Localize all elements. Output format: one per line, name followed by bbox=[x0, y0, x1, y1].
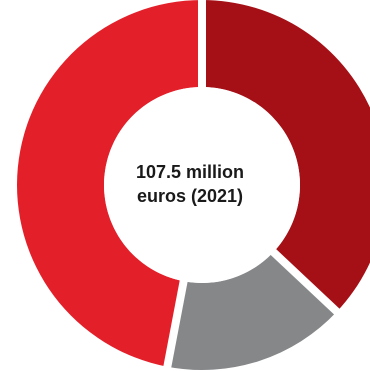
center-label-line-1: 107.5 million bbox=[135, 162, 245, 182]
donut-slice-2 bbox=[167, 252, 337, 370]
slice-separator-3 bbox=[162, 278, 188, 371]
donut-slices bbox=[16, 0, 370, 371]
center-label-line-2: euros (2021) bbox=[136, 186, 244, 206]
donut-slice-3 bbox=[16, 0, 202, 367]
donut-hole bbox=[104, 87, 300, 283]
donut-slice-1 bbox=[202, 0, 370, 312]
center-label: 107.5 million euros (2021) bbox=[95, 160, 285, 208]
slice-separator-2 bbox=[269, 247, 343, 318]
